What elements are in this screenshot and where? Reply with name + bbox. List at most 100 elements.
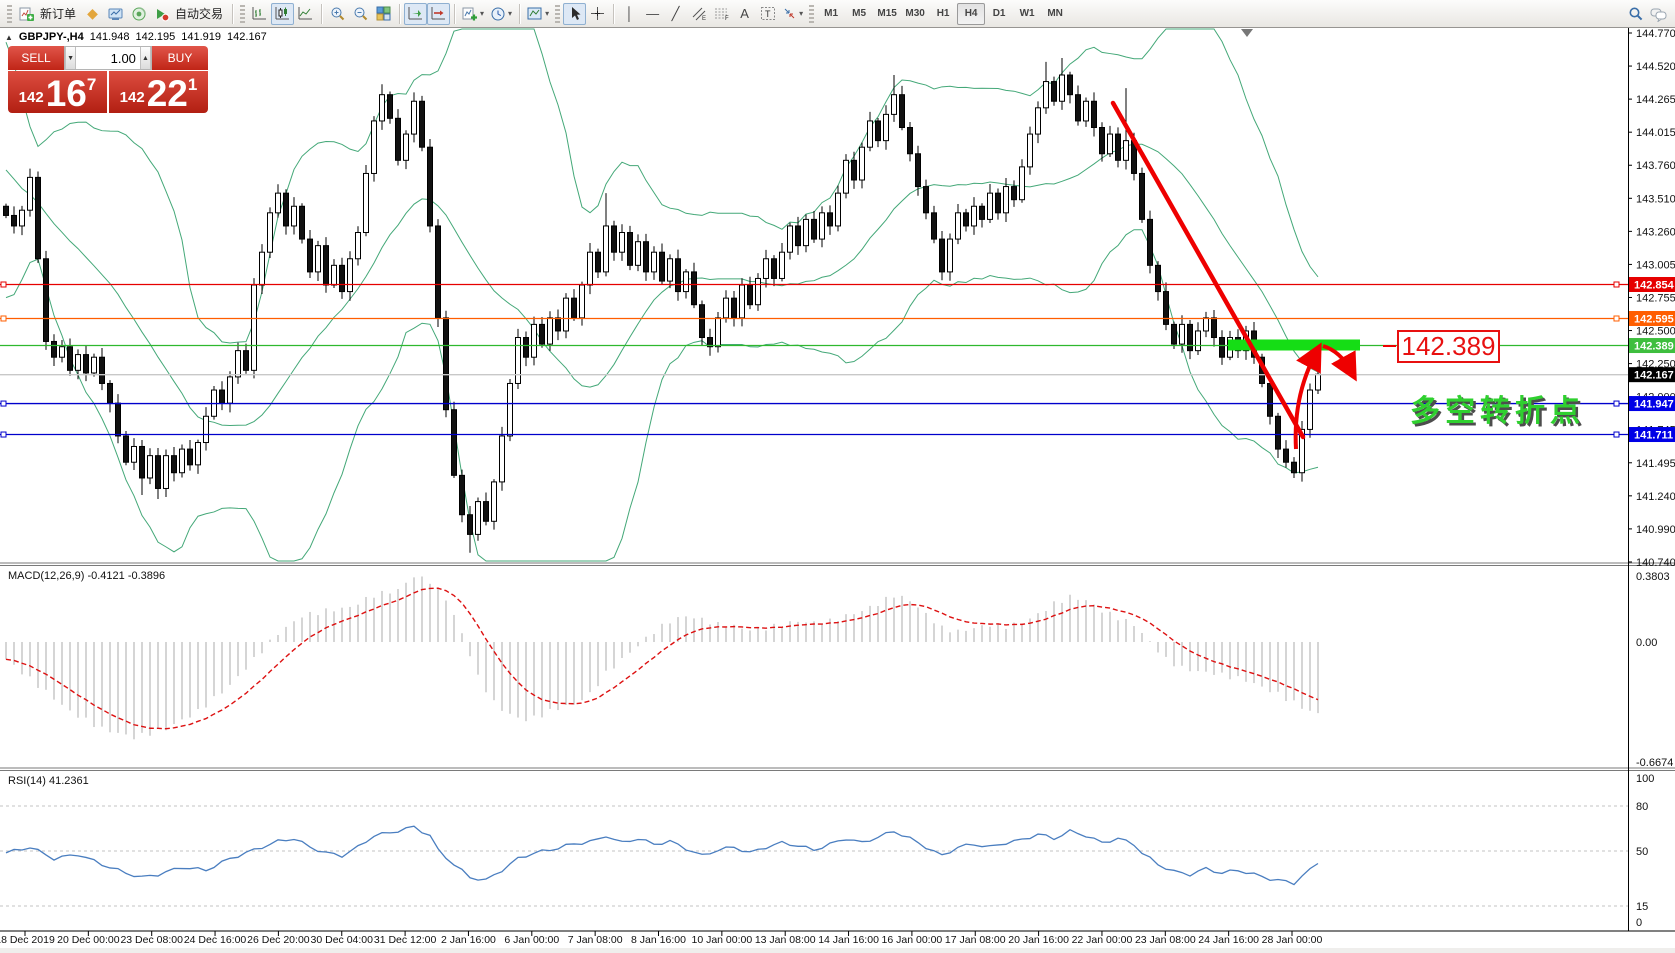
tab-mn[interactable]: MN bbox=[1047, 8, 1063, 19]
tab-m15[interactable]: M15 bbox=[877, 8, 897, 19]
add-indicator-button[interactable]: ▾ bbox=[459, 3, 487, 25]
auto-scroll-icon bbox=[408, 7, 423, 20]
chart-symbol-info: ▲ GBPJPY-,H4 141.948 142.195 141.919 142… bbox=[5, 31, 267, 43]
zoom-out-button[interactable] bbox=[349, 3, 372, 25]
tab-d1[interactable]: D1 bbox=[992, 8, 1006, 19]
tab-m5[interactable]: M5 bbox=[852, 8, 867, 19]
macd-indicator-label: MACD(12,26,9) -0.4121 -0.3896 bbox=[8, 570, 166, 582]
svg-text:141.495: 141.495 bbox=[1636, 458, 1675, 470]
fibonacci-tool-button[interactable]: F bbox=[710, 3, 733, 25]
sell-button[interactable]: 142 16 7 bbox=[8, 71, 107, 113]
horizontal-line-icon: — bbox=[646, 6, 660, 21]
svg-text:140.990: 140.990 bbox=[1636, 524, 1675, 536]
buy-button[interactable]: 142 22 1 bbox=[109, 71, 208, 113]
svg-text:7 Jan 08:00: 7 Jan 08:00 bbox=[568, 934, 623, 946]
templates-button[interactable]: ▾ bbox=[524, 3, 552, 25]
chart-frame bbox=[0, 28, 1675, 932]
zoom-in-button[interactable] bbox=[326, 3, 349, 25]
profile-button[interactable] bbox=[104, 3, 127, 25]
svg-text:14 Jan 16:00: 14 Jan 16:00 bbox=[818, 934, 879, 946]
autotrading-label[interactable]: 自动交易 bbox=[175, 7, 224, 21]
one-click-collapse-arrow[interactable]: ▲ bbox=[5, 32, 13, 42]
volume-decrease-button[interactable]: ▼ bbox=[65, 47, 77, 69]
channel-tool-button[interactable]: E bbox=[687, 3, 710, 25]
bottom-strip bbox=[0, 948, 1675, 953]
new-order-label[interactable]: 新订单 bbox=[40, 7, 77, 21]
crosshair-tool-button[interactable] bbox=[586, 3, 609, 25]
red-arrow-down bbox=[1322, 344, 1357, 382]
candlestick-chart-button[interactable] bbox=[271, 2, 295, 25]
svg-text:80: 80 bbox=[1636, 801, 1648, 813]
text-label-tool-button[interactable]: T bbox=[756, 3, 779, 25]
fibonacci-icon: F bbox=[714, 8, 729, 21]
buy-label-button[interactable]: BUY bbox=[152, 46, 208, 70]
tab-m30[interactable]: M30 bbox=[905, 8, 925, 19]
toolbar-grip[interactable] bbox=[809, 4, 815, 23]
candles bbox=[3, 57, 1321, 553]
toolbar-separator bbox=[321, 3, 323, 24]
volume-input[interactable] bbox=[76, 47, 140, 69]
svg-text:140.740: 140.740 bbox=[1636, 557, 1675, 569]
line-chart-button[interactable] bbox=[294, 3, 317, 25]
svg-text:144.770: 144.770 bbox=[1636, 28, 1675, 40]
tile-windows-button[interactable] bbox=[372, 3, 395, 25]
auto-scroll-button[interactable] bbox=[404, 2, 428, 25]
chat-button[interactable] bbox=[1647, 3, 1671, 25]
vertical-line-tool-button[interactable]: │ bbox=[618, 3, 641, 25]
time-axis: 18 Dec 2019 20 Dec 00:00 23 Dec 08:00 24 De… bbox=[0, 931, 1323, 946]
tab-h4[interactable]: H4 bbox=[957, 2, 986, 25]
tab-m1[interactable]: M1 bbox=[824, 8, 839, 19]
svg-text:13 Jan 08:00: 13 Jan 08:00 bbox=[755, 934, 816, 946]
chart-shift-button[interactable] bbox=[427, 2, 451, 25]
sell-label-button[interactable]: SELL bbox=[8, 46, 64, 70]
bollinger-bands bbox=[5, 28, 1319, 562]
svg-text:144.265: 144.265 bbox=[1636, 94, 1675, 106]
svg-text:142.500: 142.500 bbox=[1636, 326, 1675, 338]
volume-increase-button[interactable]: ▲ bbox=[139, 47, 152, 69]
text-tool-icon: A bbox=[740, 6, 749, 21]
svg-text:E: E bbox=[702, 16, 706, 21]
toolbar-grip[interactable] bbox=[555, 4, 561, 23]
search-button[interactable] bbox=[1624, 3, 1647, 25]
dropdown-arrow-icon: ▾ bbox=[545, 9, 550, 18]
red-arrow-up bbox=[1293, 342, 1322, 450]
bar-chart-icon bbox=[252, 7, 267, 20]
horizontal-line-tool-button[interactable]: — bbox=[641, 3, 664, 25]
cursor-tool-button[interactable] bbox=[563, 2, 587, 25]
svg-text:8 Jan 16:00: 8 Jan 16:00 bbox=[631, 934, 686, 946]
dropdown-arrow-icon: ▾ bbox=[480, 9, 485, 18]
tab-h1[interactable]: H1 bbox=[936, 8, 950, 19]
trendline-tool-button[interactable]: ╱ bbox=[664, 3, 687, 25]
svg-text:31 Dec 12:00: 31 Dec 12:00 bbox=[374, 934, 437, 946]
svg-text:0.00: 0.00 bbox=[1636, 637, 1657, 649]
svg-text:141.240: 141.240 bbox=[1636, 491, 1675, 503]
text-tool-button[interactable]: A bbox=[733, 3, 756, 25]
price-annotation-box: 142.389 bbox=[1397, 330, 1500, 363]
arrows-tool-button[interactable]: ▾ bbox=[779, 3, 806, 25]
periods-button[interactable]: ▾ bbox=[487, 3, 515, 25]
vertical-line-icon: │ bbox=[625, 6, 634, 21]
toolbar-grip[interactable] bbox=[7, 4, 12, 23]
annotations bbox=[1110, 100, 1396, 450]
signals-icon bbox=[132, 6, 146, 20]
cursor-icon bbox=[571, 7, 581, 20]
bar-chart-button[interactable] bbox=[248, 3, 271, 25]
svg-text:22 Jan 00:00: 22 Jan 00:00 bbox=[1072, 934, 1133, 946]
toolbar: 新订单 ◆ 自动交易 bbox=[0, 0, 1675, 28]
svg-text:0.3803: 0.3803 bbox=[1636, 571, 1670, 583]
signals-button[interactable] bbox=[127, 3, 150, 25]
svg-text:142.755: 142.755 bbox=[1636, 292, 1675, 304]
autotrading-button[interactable] bbox=[150, 3, 173, 25]
svg-text:100: 100 bbox=[1636, 773, 1654, 785]
toolbar-grip[interactable] bbox=[240, 4, 246, 23]
toolbar-separator bbox=[519, 3, 521, 24]
tab-w1[interactable]: W1 bbox=[1019, 8, 1035, 19]
add-indicator-icon bbox=[462, 7, 478, 20]
symbol-period: GBPJPY-,H4 bbox=[18, 31, 84, 43]
new-order-button[interactable] bbox=[15, 3, 38, 25]
svg-text:142.595: 142.595 bbox=[1634, 313, 1674, 325]
metaeditor-button[interactable]: ◆ bbox=[81, 3, 104, 25]
svg-text:142.854: 142.854 bbox=[1634, 279, 1675, 291]
svg-text:0: 0 bbox=[1636, 917, 1642, 929]
